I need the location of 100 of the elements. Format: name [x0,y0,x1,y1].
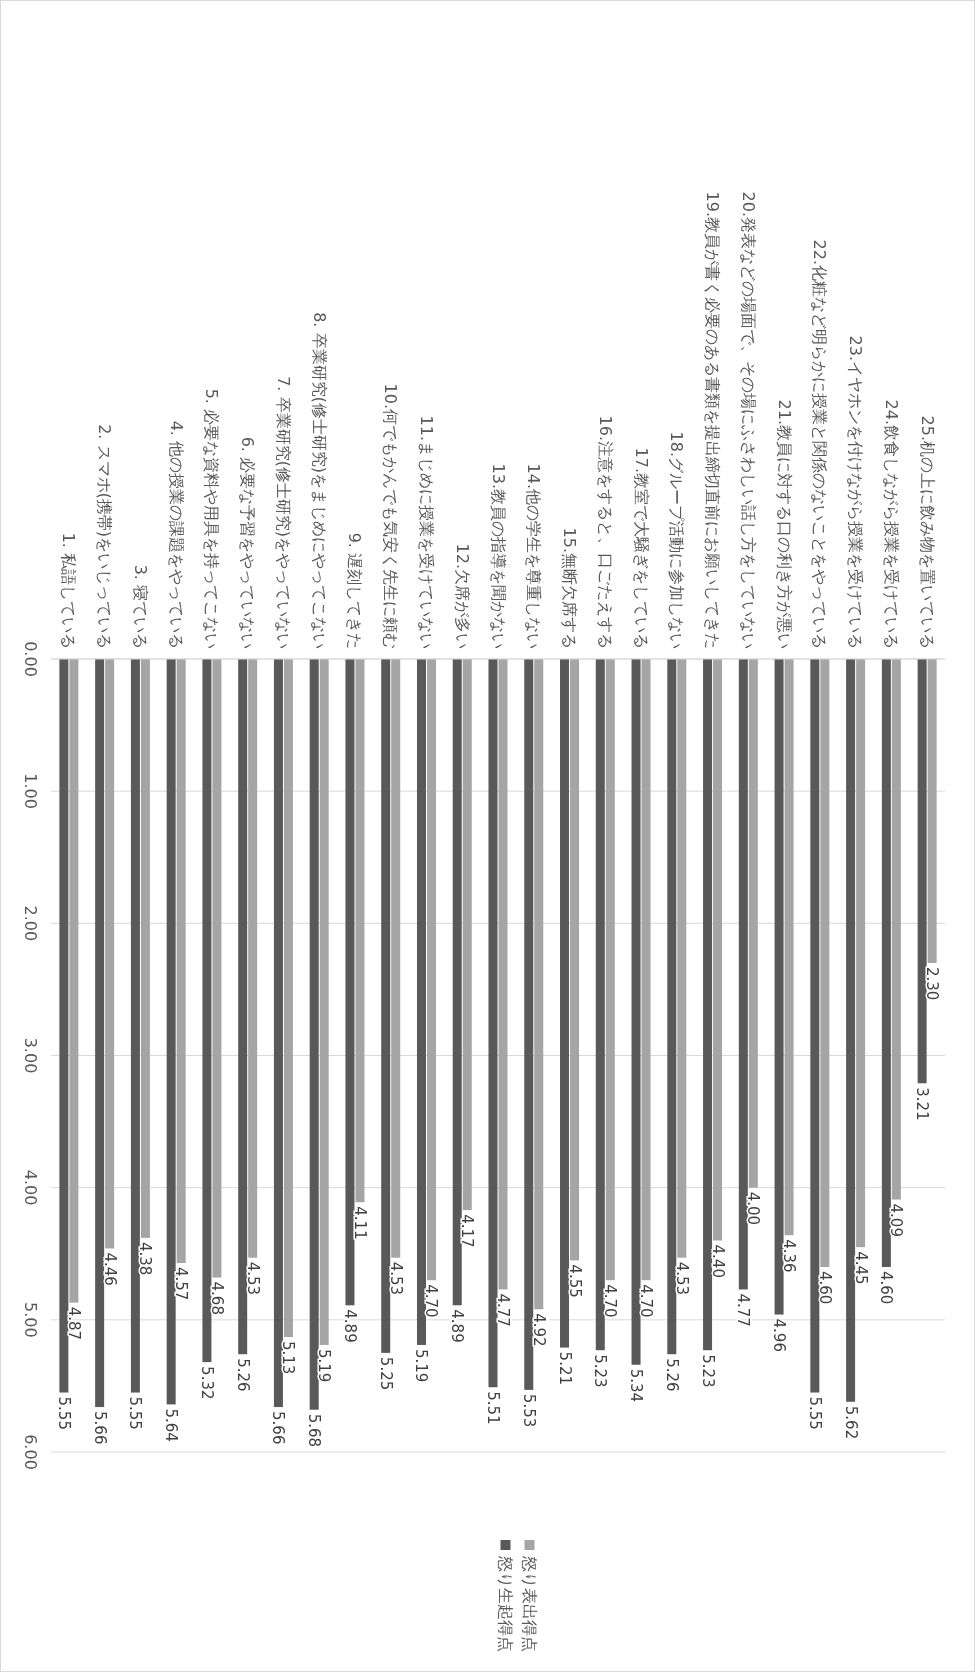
x-tick-label: 7. 卒業研究(修士研究)をやっていない [273,376,293,649]
x-tick-label: 25.机の上に飲み物を置いている [917,415,937,649]
data-label: 4.89 [340,1309,359,1343]
x-tick-label: 2. スマホ(携帯)をいじっている [95,424,115,649]
bar [212,659,222,1278]
x-tick-label: 18.グループ活動に参加しない [667,431,687,649]
bar [856,659,866,1248]
legend-label: 怒り生起得点 [496,1555,515,1652]
data-label: 4.70 [637,1284,656,1318]
legend-label: 怒り表出得点 [520,1555,539,1652]
bar [713,659,723,1241]
data-label: 5.32 [197,1366,216,1400]
bar [309,659,319,1410]
x-tick-label: 22.化粧など明らかに授業と関係のないことをやっている [810,239,830,649]
data-label: 5.23 [591,1354,610,1388]
bar [560,659,570,1348]
bar [891,659,901,1200]
data-label: 4.96 [770,1318,789,1352]
x-tick-label: 1. 私語している [59,532,79,649]
y-tick-label: 0.00 [20,641,40,677]
x-tick-label: 12.欠席が多い [452,543,472,649]
bar [95,659,105,1408]
bar [176,659,186,1263]
data-label: 3.21 [913,1087,932,1121]
data-label: 4.00 [744,1191,763,1226]
y-tick-label: 2.00 [20,905,40,942]
bar [202,659,212,1363]
bar [595,659,605,1351]
bar [166,659,176,1405]
data-label: 4.77 [734,1293,753,1327]
x-tick-label: 21.教員に対する口の利き方が悪い [774,399,794,649]
data-label: 5.34 [627,1368,646,1403]
data-label: 4.70 [601,1284,620,1318]
bar [452,659,462,1306]
data-label: 5.19 [412,1348,431,1383]
bar [784,659,794,1236]
bar [498,659,508,1290]
x-tick-label: 9. 遅刻してきた [345,532,365,649]
bar [820,659,830,1267]
bar [238,659,248,1355]
data-label: 4.60 [877,1270,896,1305]
data-label: 5.62 [841,1405,860,1440]
data-label: 5.66 [90,1411,109,1445]
bar [810,659,820,1393]
x-tick-label: 11.まじめに授業を受けていない [416,415,436,649]
bar [59,659,69,1393]
y-tick-label: 1.00 [20,773,40,809]
bar [748,659,758,1188]
bar [667,659,677,1355]
data-label: 2.30 [923,966,942,1001]
data-label: 4.53 [386,1261,405,1296]
x-tick-label: 4. 他の授業の課題をやっている [166,420,186,649]
data-label: 4.57 [172,1267,191,1301]
bar [345,659,355,1306]
x-tick-label: 14.他の学生を尊重しない [524,463,544,649]
data-label: 5.55 [54,1396,73,1430]
data-label: 4.89 [448,1309,467,1343]
bar [105,659,115,1249]
bar [355,659,365,1203]
bar [140,659,150,1238]
x-tick-label: 23.イヤホンを付けながら授業を受けている [846,335,866,649]
bar [534,659,544,1310]
bar [524,659,534,1390]
bar [570,659,580,1261]
bar [641,659,651,1281]
bar [130,659,140,1393]
bar [426,659,436,1281]
bar [846,659,856,1402]
x-tick-label: 24.飲食しながら授業を受けている [881,399,901,649]
data-label: 4.17 [458,1214,477,1248]
bar [703,659,713,1351]
x-tick-label: 8. 卒業研究(修士研究)をまじめにやってこない [309,312,329,649]
bar [391,659,401,1258]
data-label: 5.64 [162,1408,181,1442]
bar [319,659,329,1345]
bar [927,659,937,963]
data-label: 5.19 [315,1348,334,1383]
x-tick-label: 6. 必要な予習をやっていない [238,436,258,649]
x-tick-label: 16.注意をすると、口ごたえする [595,415,615,649]
x-tick-label: 15.無断欠席する [560,527,580,649]
data-label: 4.70 [422,1284,441,1318]
data-label: 5.23 [698,1354,717,1388]
bar [881,659,891,1267]
data-label: 4.53 [672,1261,691,1296]
data-label: 4.87 [64,1306,83,1341]
data-label: 5.55 [126,1396,145,1430]
y-tick-label: 5.00 [20,1302,40,1338]
x-tick-label: 13.教員の指導を聞かない [488,463,508,649]
data-label: 4.45 [851,1251,870,1285]
bar [69,659,79,1303]
bar [605,659,615,1281]
x-tick-label: 3. 寝ている [130,564,150,649]
data-label: 4.09 [887,1203,906,1237]
bar [381,659,391,1353]
bar [917,659,927,1084]
data-label: 4.40 [708,1244,727,1278]
data-label: 5.55 [805,1396,824,1430]
data-label: 4.77 [494,1293,512,1327]
data-label: 4.53 [243,1261,262,1296]
data-label: 4.38 [136,1241,155,1276]
